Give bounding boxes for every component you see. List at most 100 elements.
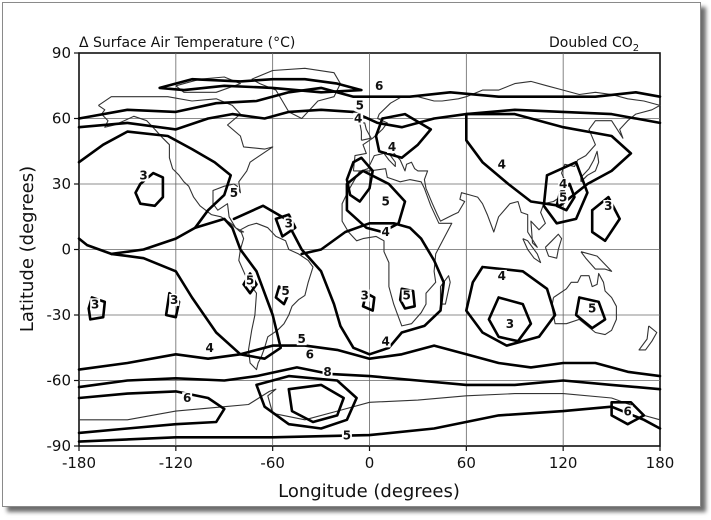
y-tick-label: -90	[47, 437, 72, 455]
contour-value-label: 5	[402, 289, 410, 303]
contour-label-background	[204, 341, 215, 354]
contour-value-label: 5	[559, 190, 567, 204]
contour-value-label: 3	[170, 293, 178, 307]
x-axis-title: Longitude (degrees)	[278, 481, 460, 502]
isotherm-line	[77, 86, 662, 120]
contour-value-label: 4	[381, 225, 389, 239]
contour-value-label: 5	[588, 302, 596, 316]
contour-label-background	[322, 365, 333, 378]
contour-value-label: 6	[375, 79, 383, 93]
isotherm-line	[77, 130, 232, 256]
isotherm-line	[77, 390, 226, 435]
isotherm-line	[287, 383, 346, 424]
contour-label-background	[283, 217, 294, 230]
isotherm-line	[110, 217, 283, 361]
contour-label-background	[622, 405, 633, 418]
coastline-antarctica	[79, 388, 661, 421]
contour-label-background	[496, 269, 507, 282]
contour-label-background	[169, 293, 180, 306]
contour-label-background	[182, 392, 193, 405]
isotherm-line	[232, 204, 446, 356]
contour-value-label: 3	[604, 199, 612, 213]
isotherm-line	[77, 366, 662, 391]
isotherm-line	[361, 291, 376, 312]
x-tick-label: 120	[549, 454, 578, 472]
x-tick-label: 0	[365, 454, 375, 472]
contour-value-label: 4	[498, 269, 506, 283]
contour-value-label: 4	[354, 112, 362, 126]
contour-label-background	[245, 274, 256, 287]
contour-value-label: 5	[343, 428, 351, 442]
y-tick-label: 90	[52, 44, 71, 62]
contour-value-label: 4	[388, 140, 396, 154]
contour-value-label: 6	[306, 347, 314, 361]
contour-value-label: 5	[246, 273, 254, 287]
y-tick-label: 30	[52, 175, 71, 193]
x-tick-label: -180	[62, 454, 96, 472]
y-axis-ticks: 90 60 30 0 -30 -60 -90	[47, 44, 79, 455]
isotherm-line	[345, 169, 407, 234]
y-tick-label: -30	[47, 306, 72, 324]
contour-label-background	[354, 99, 365, 112]
contour-value-label: 5	[356, 99, 364, 113]
contour-value-label: 3	[360, 289, 368, 303]
contour-label-background	[603, 200, 614, 213]
contour-label-background	[359, 289, 370, 302]
isotherm-line	[87, 296, 107, 321]
isotherm-line	[542, 160, 589, 225]
figure-frame: Δ Surface Air Temperature (°C) Doubled C…	[2, 2, 701, 507]
contour-value-label: 4	[498, 158, 506, 172]
scenario-label: Doubled CO2	[549, 35, 639, 54]
y-axis-title: Latitude (degrees)	[17, 166, 38, 332]
contour-label-background	[380, 226, 391, 239]
y-tick-label: -60	[47, 372, 72, 390]
coastline-australia	[551, 272, 617, 336]
contour-label-background	[504, 317, 515, 330]
temperature-change-map: Δ Surface Air Temperature (°C) Doubled C…	[17, 35, 675, 502]
y-tick-label: 0	[61, 241, 71, 259]
map-title: Δ Surface Air Temperature (°C)	[79, 35, 295, 51]
contour-label-background	[304, 348, 315, 361]
contour-value-label: 3	[285, 216, 293, 230]
coastline-borneo	[544, 233, 563, 259]
contour-value-label: 4	[559, 177, 567, 191]
contour-label-background	[558, 191, 569, 204]
contour-label-background	[280, 285, 291, 298]
contour-label-background	[341, 429, 352, 442]
coastline-british-isles	[359, 122, 372, 141]
contour-value-label: 3	[506, 317, 514, 331]
isotherm-line	[590, 195, 622, 243]
coastline-new-zealand	[638, 325, 658, 351]
coastline-africa	[341, 168, 453, 327]
contour-label-background	[296, 333, 307, 346]
contour-value-label: 4	[206, 341, 214, 355]
isotherm-line	[134, 171, 165, 208]
isotherm-line	[574, 296, 607, 330]
isotherm-line	[274, 213, 297, 238]
contour-label-background	[374, 79, 385, 92]
isotherm-line	[77, 344, 662, 378]
isotherm-line	[158, 77, 363, 94]
x-tick-label: -60	[260, 454, 285, 472]
coastline-eurasia	[352, 80, 661, 248]
contour-label-background	[387, 141, 398, 154]
contour-label-background	[380, 195, 391, 208]
x-tick-label: -120	[159, 454, 193, 472]
contour-value-label: 5	[230, 186, 238, 200]
contour-label-background	[380, 335, 391, 348]
isotherm-line	[464, 112, 633, 208]
contour-value-label: 3	[91, 297, 99, 311]
contour-label-background	[138, 169, 149, 182]
contour-value-label: 5	[298, 332, 306, 346]
contour-label-background	[401, 289, 412, 302]
coastline-greenland	[251, 67, 341, 120]
isotherm-line	[610, 400, 646, 426]
contour-value-label: 5	[281, 284, 289, 298]
isotherm-line	[487, 296, 533, 343]
isotherm-line	[374, 112, 433, 160]
contour-label-background	[558, 178, 569, 191]
coastline-sumatra	[522, 238, 542, 264]
contour-value-label: 5	[381, 195, 389, 209]
x-tick-label: 180	[646, 454, 675, 472]
coastline-madagascar	[439, 275, 451, 305]
